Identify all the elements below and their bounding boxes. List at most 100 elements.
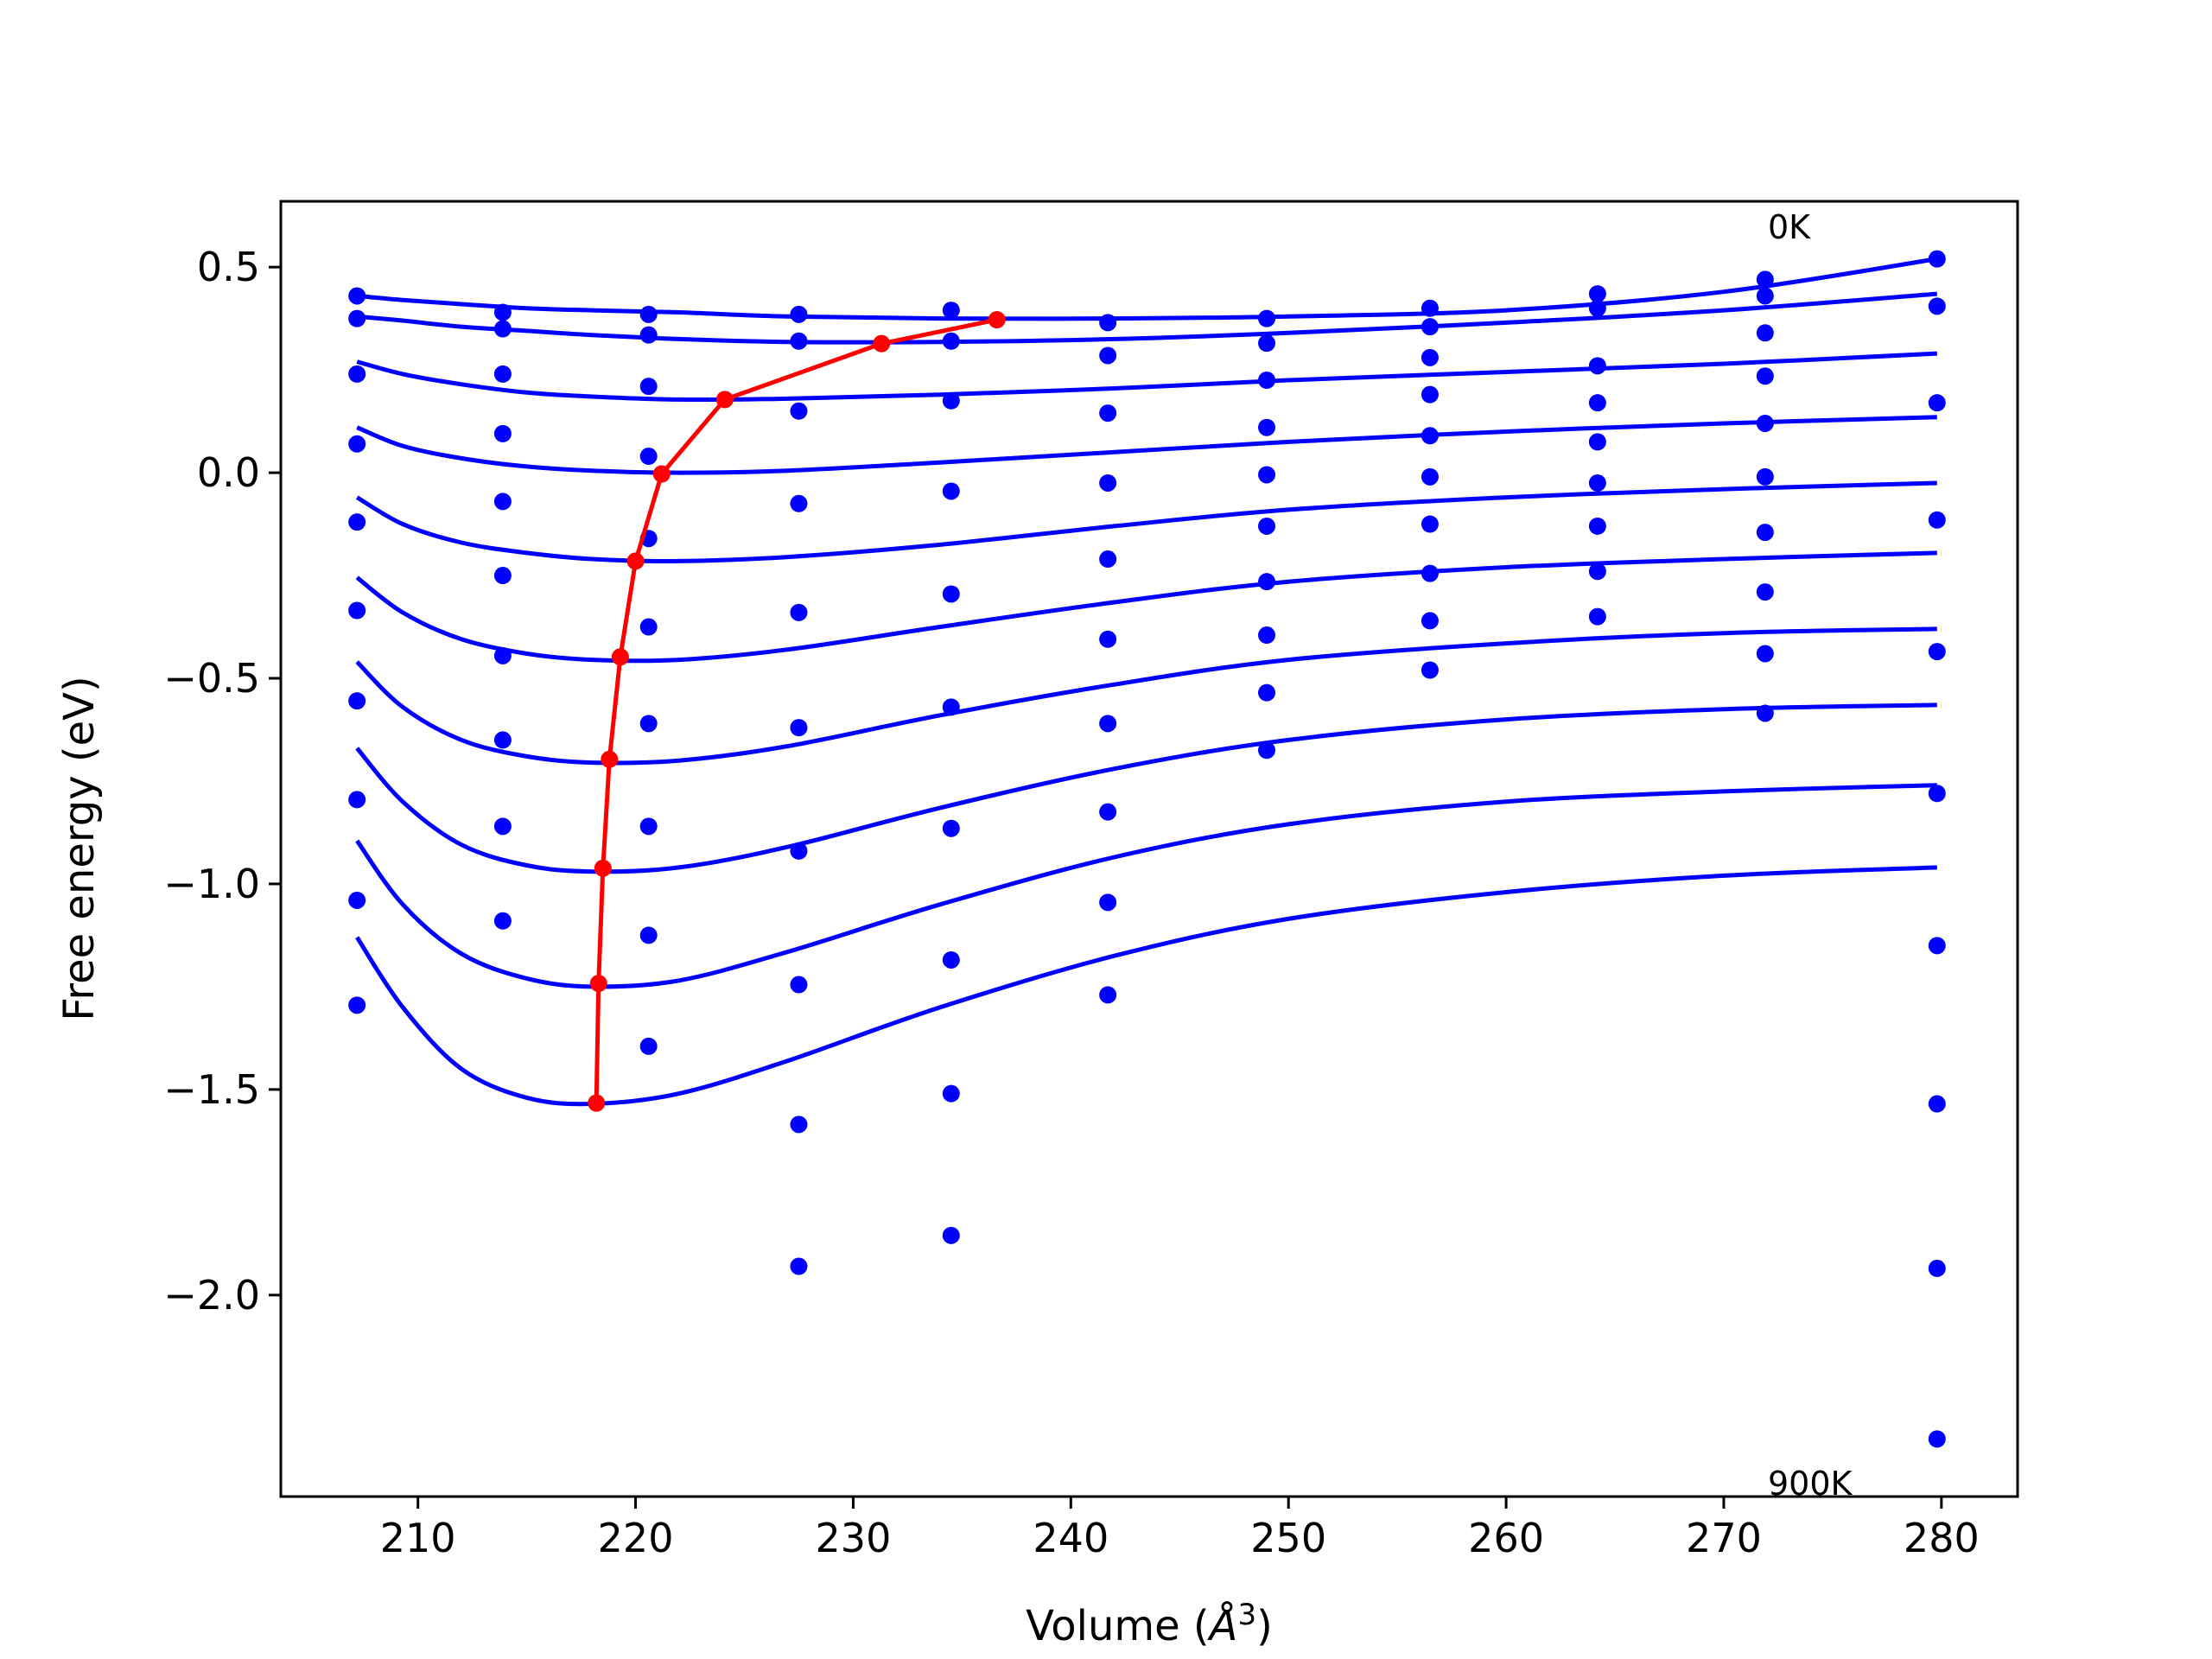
data-point bbox=[639, 926, 658, 944]
data-point bbox=[1421, 348, 1439, 366]
data-point bbox=[1421, 564, 1439, 582]
data-point bbox=[639, 715, 658, 733]
data-point bbox=[1258, 418, 1276, 436]
data-point bbox=[1258, 741, 1276, 760]
fit-curve-8 bbox=[355, 783, 1937, 989]
minimum-point bbox=[988, 311, 1006, 329]
fit-curve-4 bbox=[355, 480, 1937, 563]
fit-curve-3 bbox=[356, 415, 1937, 475]
data-point bbox=[942, 1084, 960, 1103]
fit-curve-0 bbox=[357, 257, 1938, 321]
data-point bbox=[493, 424, 512, 442]
data-point bbox=[639, 326, 658, 344]
data-point bbox=[1588, 357, 1606, 375]
minimum-point bbox=[626, 552, 645, 570]
data-point bbox=[942, 585, 960, 603]
data-point bbox=[348, 891, 366, 909]
x-tick-label: 240 bbox=[1033, 1515, 1109, 1561]
y-axis-ticks: 0.5 0.0 −0.5 −1.0 −1.5 −2.0 bbox=[163, 244, 281, 1319]
data-point bbox=[348, 287, 366, 305]
data-point bbox=[493, 493, 512, 511]
data-point bbox=[348, 309, 366, 327]
data-point bbox=[1258, 309, 1276, 327]
data-point bbox=[348, 513, 366, 531]
data-point bbox=[493, 731, 512, 749]
fit-curve-1 bbox=[356, 291, 1937, 345]
data-point bbox=[493, 912, 512, 930]
fit-curve-7 bbox=[355, 702, 1937, 874]
data-point bbox=[348, 365, 366, 383]
y-tick-label: −0.5 bbox=[163, 655, 260, 702]
data-point bbox=[1928, 937, 1946, 955]
y-tick-label: −1.5 bbox=[163, 1066, 260, 1113]
x-tick-label: 230 bbox=[816, 1515, 892, 1561]
data-point bbox=[1588, 474, 1606, 492]
data-point bbox=[942, 302, 960, 320]
data-point bbox=[493, 646, 512, 664]
data-point bbox=[1756, 287, 1774, 305]
data-point bbox=[493, 567, 512, 585]
data-point bbox=[1099, 893, 1117, 912]
data-point bbox=[790, 305, 808, 323]
annotation-0k: 0K bbox=[1768, 208, 1811, 246]
data-point bbox=[1928, 1430, 1946, 1448]
data-point bbox=[1099, 986, 1117, 1004]
data-point bbox=[942, 391, 960, 410]
data-point bbox=[1099, 474, 1117, 492]
x-axis-ticks: 210 220 230 240 250 260 270 280 bbox=[380, 1497, 1980, 1561]
data-point bbox=[348, 692, 366, 710]
data-point bbox=[639, 378, 658, 396]
data-point bbox=[942, 819, 960, 837]
data-point bbox=[1421, 661, 1439, 679]
data-point bbox=[639, 618, 658, 636]
data-point bbox=[942, 1226, 960, 1244]
data-point bbox=[1421, 427, 1439, 445]
data-point bbox=[1756, 367, 1774, 385]
data-point bbox=[1588, 607, 1606, 626]
data-point bbox=[1258, 626, 1276, 645]
fit-curve-5 bbox=[355, 550, 1937, 664]
y-tick-label: 0.5 bbox=[197, 244, 260, 290]
data-point bbox=[790, 842, 808, 860]
data-point bbox=[1099, 630, 1117, 648]
data-point bbox=[1258, 573, 1276, 591]
data-point bbox=[1928, 643, 1946, 661]
data-point bbox=[790, 332, 808, 350]
data-point bbox=[1099, 550, 1117, 569]
data-point bbox=[348, 601, 366, 620]
data-point bbox=[1928, 511, 1946, 529]
data-point bbox=[1928, 394, 1946, 412]
data-point bbox=[1588, 285, 1606, 303]
data-point bbox=[1756, 524, 1774, 542]
minimum-point bbox=[652, 465, 671, 483]
data-point bbox=[1756, 645, 1774, 663]
minimum-point bbox=[594, 859, 612, 877]
data-point bbox=[1588, 394, 1606, 412]
data-point bbox=[790, 719, 808, 737]
data-point bbox=[1099, 803, 1117, 821]
y-axis-label: Free energy (eV) bbox=[55, 676, 104, 1020]
data-point bbox=[942, 482, 960, 500]
data-point bbox=[1421, 318, 1439, 336]
annotation-900k: 900K bbox=[1768, 1465, 1853, 1503]
data-point bbox=[1588, 517, 1606, 535]
y-tick-label: 0.0 bbox=[197, 449, 260, 496]
data-point bbox=[493, 303, 512, 321]
minimum-point bbox=[601, 750, 619, 768]
data-point bbox=[790, 494, 808, 512]
fit-curve-2 bbox=[356, 351, 1937, 403]
data-point bbox=[348, 996, 366, 1014]
data-point bbox=[1928, 1259, 1946, 1277]
data-point bbox=[790, 603, 808, 621]
data-point bbox=[1756, 583, 1774, 601]
data-point bbox=[1588, 433, 1606, 451]
data-point bbox=[790, 402, 808, 420]
data-point bbox=[1258, 372, 1276, 390]
fit-curve-6 bbox=[355, 626, 1937, 766]
x-tick-label: 260 bbox=[1468, 1515, 1544, 1561]
data-point bbox=[1099, 715, 1117, 733]
data-point bbox=[639, 305, 658, 323]
y-tick-label: −1.0 bbox=[163, 861, 260, 907]
data-point bbox=[1421, 612, 1439, 630]
